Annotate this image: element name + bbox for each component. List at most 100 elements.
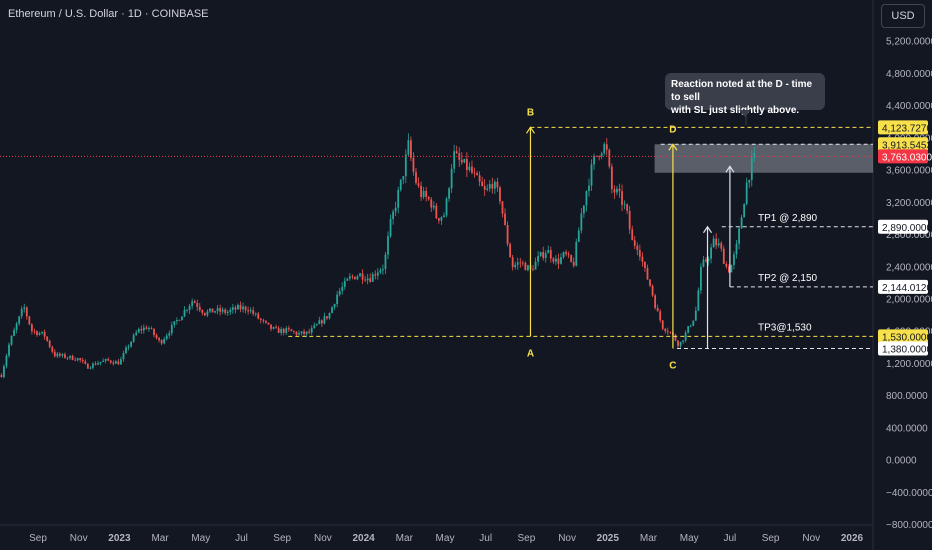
target-label: TP2 @ 2,150 xyxy=(758,273,818,284)
candle-body xyxy=(160,340,163,344)
candle-body xyxy=(420,185,422,198)
candle-body xyxy=(343,280,346,287)
candle-body xyxy=(572,261,575,266)
candle-body xyxy=(81,360,84,362)
candle-body xyxy=(20,308,23,317)
candle-body xyxy=(196,302,199,307)
x-tick-label: Mar xyxy=(640,533,658,544)
y-tick-label: 800.0000 xyxy=(886,391,928,402)
candle-body xyxy=(465,158,468,171)
candle-body xyxy=(221,309,224,312)
candle-body xyxy=(483,186,486,190)
candle-body xyxy=(613,189,616,193)
currency-button[interactable]: USD xyxy=(881,4,925,28)
candle-body xyxy=(425,190,428,197)
candle-body xyxy=(537,256,540,262)
y-tick-label: 400.0000 xyxy=(886,423,928,434)
candle-body xyxy=(659,311,662,321)
candle-body xyxy=(514,264,517,268)
candle-body xyxy=(326,316,328,319)
candle-body xyxy=(720,243,723,249)
candle-body xyxy=(142,327,145,331)
candle-body xyxy=(226,312,229,313)
candle-body xyxy=(593,155,595,165)
candle-body xyxy=(702,259,705,267)
candle-body xyxy=(476,173,478,176)
x-tick-label: Sep xyxy=(273,533,291,544)
candle-body xyxy=(178,320,181,321)
candle-body xyxy=(38,333,41,335)
candle-body xyxy=(644,261,646,269)
candle-body xyxy=(733,254,735,265)
candle-body xyxy=(692,320,695,326)
candle-body xyxy=(499,187,501,202)
x-tick-label: Mar xyxy=(396,533,414,544)
pattern-point-label: C xyxy=(669,360,676,371)
candle-body xyxy=(453,151,456,169)
candle-body xyxy=(740,217,743,229)
candle-body xyxy=(631,229,634,241)
candle-body xyxy=(239,304,242,310)
candle-body xyxy=(206,311,209,316)
candle-body xyxy=(331,307,333,313)
candle-body xyxy=(387,236,389,255)
candle-body xyxy=(265,320,267,323)
x-tick-label: Nov xyxy=(70,533,88,544)
candle-body xyxy=(382,269,384,271)
pattern-point-label: D xyxy=(669,124,676,135)
candle-body xyxy=(588,185,590,192)
candle-body xyxy=(214,311,216,313)
candle-body xyxy=(394,207,397,212)
candle-body xyxy=(412,157,415,172)
x-tick-label: Jul xyxy=(724,533,737,544)
price-label-box xyxy=(878,279,928,294)
candle-body xyxy=(262,319,265,321)
candle-body xyxy=(3,366,5,377)
y-tick-label: 4,400.0000 xyxy=(886,101,932,112)
candle-body xyxy=(58,353,61,356)
candle-body xyxy=(216,308,219,312)
price-label: 2,144.0120 xyxy=(882,283,932,294)
candle-body xyxy=(270,324,272,329)
candle-body xyxy=(328,312,331,319)
price-label: 4,123.7270 xyxy=(882,123,932,134)
candle-body xyxy=(117,361,120,365)
candle-body xyxy=(361,273,364,280)
candle-body xyxy=(603,144,606,154)
candle-body xyxy=(191,301,194,306)
candle-body xyxy=(468,166,471,171)
candle-body xyxy=(359,273,361,277)
candle-body xyxy=(445,198,448,216)
x-tick-label: Nov xyxy=(558,533,576,544)
candle-body xyxy=(25,307,28,317)
candle-body xyxy=(51,346,54,352)
y-tick-label: 2,800.0000 xyxy=(886,230,932,241)
candle-body xyxy=(267,322,270,325)
candle-body xyxy=(488,184,491,189)
candle-body xyxy=(287,328,290,330)
candle-body xyxy=(333,304,336,308)
x-tick-label: Sep xyxy=(29,533,47,544)
candle-body xyxy=(638,249,641,257)
candle-body xyxy=(437,218,440,221)
candle-body xyxy=(48,340,51,347)
candle-body xyxy=(259,318,262,320)
candle-body xyxy=(598,155,601,157)
candle-body xyxy=(132,335,135,342)
x-tick-label: May xyxy=(680,533,699,544)
candle-body xyxy=(18,316,21,324)
candle-body xyxy=(455,151,458,154)
candle-body xyxy=(532,268,534,270)
candle-body xyxy=(86,363,89,369)
candle-body xyxy=(379,270,382,273)
y-tick-label: −400.0000 xyxy=(886,488,932,499)
candle-body xyxy=(415,171,417,184)
candle-body xyxy=(669,331,672,333)
candle-body xyxy=(76,358,79,361)
candle-body xyxy=(715,238,718,246)
price-label-box xyxy=(878,137,928,152)
candle-body xyxy=(285,328,288,333)
candle-body xyxy=(410,140,412,158)
candle-body xyxy=(506,225,509,244)
